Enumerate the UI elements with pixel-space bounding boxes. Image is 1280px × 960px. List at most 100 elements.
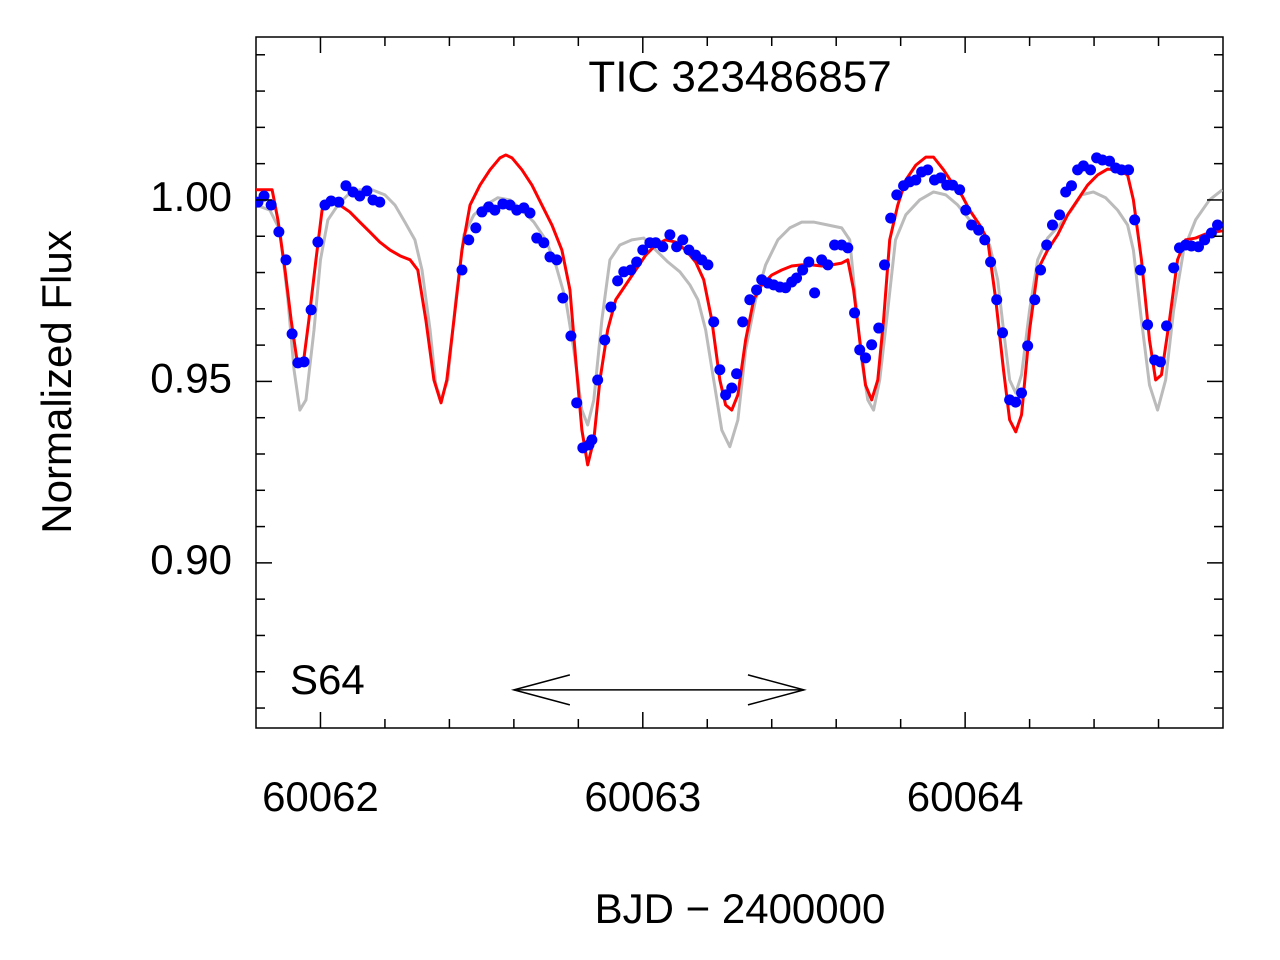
- data-point: [744, 294, 756, 306]
- data-point: [954, 184, 966, 196]
- data-point: [1029, 294, 1041, 306]
- y-tick-label: 1.00: [150, 173, 232, 220]
- data-point: [551, 254, 563, 266]
- data-point: [489, 204, 501, 216]
- data-point: [1022, 340, 1034, 352]
- data-point: [657, 241, 669, 253]
- plot-frame: [255, 36, 1224, 729]
- data-point: [960, 204, 972, 216]
- data-point: [637, 244, 649, 256]
- data-point: [842, 242, 854, 254]
- data-point: [538, 237, 550, 249]
- data-point: [571, 397, 583, 409]
- data-point: [586, 434, 598, 446]
- data-point: [605, 301, 617, 313]
- data-point: [312, 236, 324, 248]
- data-point: [797, 264, 809, 276]
- data-point: [1142, 319, 1154, 331]
- data-point: [1010, 396, 1022, 408]
- data-point: [463, 234, 475, 246]
- data-point: [258, 190, 270, 202]
- data-point: [1168, 262, 1180, 274]
- data-point: [866, 339, 878, 351]
- arrow-head: [747, 674, 807, 706]
- data-point: [708, 316, 720, 328]
- data-point: [702, 259, 714, 271]
- y-tick-label: 0.95: [150, 355, 232, 402]
- data-point: [1161, 320, 1173, 332]
- data-point: [265, 199, 277, 211]
- model-line: [256, 153, 1223, 467]
- data-point: [885, 212, 897, 224]
- data-point: [340, 180, 352, 192]
- data-point: [599, 334, 611, 346]
- data-point: [873, 322, 885, 334]
- data-point: [979, 234, 991, 246]
- plot-area: [256, 152, 1223, 467]
- data-point: [714, 364, 726, 376]
- data-point: [737, 316, 749, 328]
- data-point: [751, 284, 763, 296]
- data-point: [922, 164, 934, 176]
- data-point: [612, 275, 624, 287]
- data-point: [1066, 180, 1078, 192]
- data-point: [1041, 239, 1053, 251]
- data-point: [985, 256, 997, 268]
- x-tick-label: 60062: [262, 773, 379, 820]
- data-point: [273, 226, 285, 238]
- data-point: [524, 207, 536, 219]
- data-point: [280, 254, 292, 266]
- data-point: [910, 174, 922, 186]
- data-point: [726, 382, 738, 394]
- data-point: [803, 256, 815, 268]
- data-point: [791, 272, 803, 284]
- data-point: [1129, 214, 1141, 226]
- data-point: [1035, 264, 1047, 276]
- data-point: [374, 196, 386, 208]
- model-line: [256, 188, 1223, 449]
- x-axis-label: BJD − 2400000: [595, 885, 886, 932]
- data-point: [1212, 219, 1223, 231]
- data-point: [991, 294, 1003, 306]
- data-point: [298, 356, 310, 368]
- chart-title: TIC 323486857: [588, 53, 891, 102]
- data-point: [361, 185, 373, 197]
- data-point: [860, 352, 872, 364]
- y-axis-label: Normalized Flux: [33, 230, 80, 533]
- data-point: [625, 264, 637, 276]
- data-point: [286, 328, 298, 340]
- data-point: [592, 374, 604, 386]
- data-point: [456, 264, 468, 276]
- data-point: [879, 259, 891, 271]
- data-point: [470, 222, 482, 234]
- data-point: [1016, 387, 1028, 399]
- data-point: [822, 259, 834, 271]
- x-tick-label: 60064: [907, 773, 1024, 820]
- y-tick-label: 0.90: [150, 536, 232, 583]
- x-tick-label: 60063: [584, 773, 701, 820]
- data-point: [1134, 264, 1146, 276]
- data-point: [809, 287, 821, 299]
- data-point: [305, 304, 317, 316]
- data-point: [1046, 219, 1058, 231]
- data-point: [731, 368, 743, 380]
- data-point: [1054, 209, 1066, 221]
- data-point: [664, 229, 676, 241]
- data-point: [1085, 164, 1097, 176]
- data-point: [333, 196, 345, 208]
- data-point: [935, 172, 947, 184]
- data-point: [973, 224, 985, 236]
- annotation: S64: [290, 656, 365, 703]
- data-point: [849, 307, 861, 319]
- arrow-head: [510, 674, 571, 706]
- data-point: [631, 256, 643, 268]
- data-point: [997, 327, 1009, 339]
- data-point: [1199, 234, 1211, 246]
- data-point: [557, 292, 569, 304]
- data-point: [854, 344, 866, 356]
- data-point: [891, 189, 903, 201]
- data-point: [1154, 356, 1166, 368]
- data-point: [565, 330, 577, 342]
- data-point: [677, 234, 689, 246]
